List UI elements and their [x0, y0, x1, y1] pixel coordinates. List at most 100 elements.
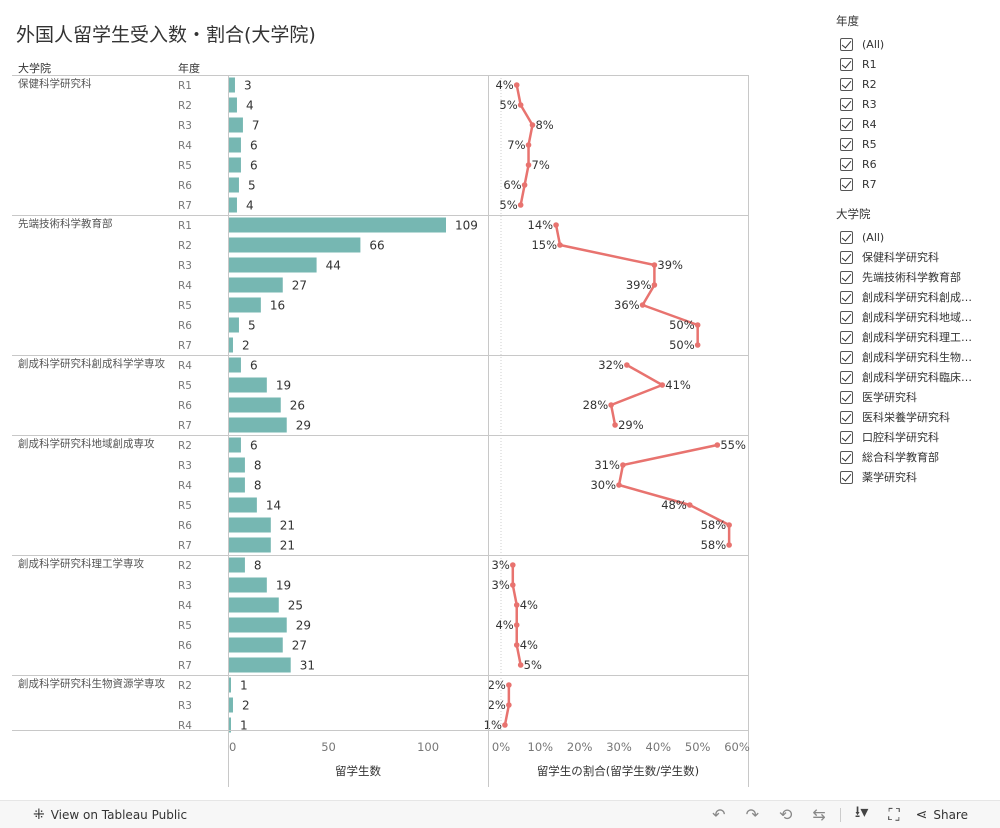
- year-label: R3: [178, 580, 192, 592]
- count-bar: [229, 537, 271, 553]
- year-filter-option[interactable]: R1: [836, 54, 884, 74]
- checkbox-checked-icon[interactable]: [840, 230, 853, 244]
- ratio-label: 7%: [532, 158, 550, 172]
- ratio-label: 30%: [590, 478, 616, 492]
- year-filter-option[interactable]: R7: [836, 174, 884, 194]
- download-icon[interactable]: ⭳▾: [854, 802, 869, 821]
- year-label: R7: [178, 660, 192, 672]
- school-filter-option[interactable]: 先端技術科学教育部: [836, 267, 972, 287]
- checkbox-checked-icon[interactable]: [840, 390, 853, 404]
- ratio-label: 14%: [528, 218, 554, 232]
- ratio-label: 4%: [495, 78, 513, 92]
- group-label: 創成科学研究科理工学専攻: [18, 557, 144, 570]
- school-filter-option[interactable]: (All): [836, 227, 972, 247]
- year-label: R2: [178, 240, 192, 252]
- school-filter-option-label: 薬学研究科: [862, 471, 917, 484]
- year-filter-option[interactable]: R5: [836, 134, 884, 154]
- ratio-line: [617, 443, 731, 545]
- checkbox-checked-icon[interactable]: [840, 370, 853, 384]
- count-bar: [229, 317, 239, 333]
- redo-icon[interactable]: ↷: [745, 805, 759, 824]
- checkbox-checked-icon[interactable]: [840, 177, 853, 191]
- refresh-icon[interactable]: ⇆: [812, 805, 826, 824]
- count-bar: [229, 177, 239, 193]
- ratio-label: 5%: [524, 658, 542, 672]
- school-filter-option[interactable]: 創成科学研究科創成…: [836, 287, 972, 307]
- ratio-label: 28%: [583, 398, 609, 412]
- checkbox-checked-icon[interactable]: [840, 350, 853, 364]
- school-filter-option[interactable]: 創成科学研究科理工…: [836, 327, 972, 347]
- checkbox-checked-icon[interactable]: [840, 470, 853, 484]
- checkbox-checked-icon[interactable]: [840, 77, 853, 91]
- count-label: 31: [300, 659, 315, 673]
- chart-area: 保健科学研究科 R1 3 R2 4 R3 7 R4 6 R5 6 R6 5 R7 4 4% 5% 8% 7% 7% 6%…: [12, 75, 750, 787]
- checkbox-checked-icon[interactable]: [840, 157, 853, 171]
- ratio-tick-label: 30%: [606, 740, 632, 754]
- checkbox-checked-icon[interactable]: [840, 410, 853, 424]
- school-filter-option[interactable]: 口腔科学研究科: [836, 427, 972, 447]
- checkbox-checked-icon[interactable]: [840, 270, 853, 284]
- ratio-label: 32%: [598, 358, 624, 372]
- school-filter-option[interactable]: 医学研究科: [836, 387, 972, 407]
- count-bar: [229, 697, 233, 713]
- year-filter-option[interactable]: R3: [836, 94, 884, 114]
- ratio-point: [521, 182, 528, 188]
- year-filter-option[interactable]: R4: [836, 114, 884, 134]
- year-label: R6: [178, 400, 192, 412]
- count-axis-title: 留学生数: [335, 764, 381, 778]
- ratio-label: 2%: [488, 698, 506, 712]
- ratio-point: [726, 522, 732, 528]
- count-label: 6: [250, 359, 258, 373]
- year-filter-title: 年度: [836, 14, 859, 28]
- ratio-point: [624, 362, 630, 368]
- checkbox-checked-icon[interactable]: [840, 57, 853, 71]
- school-filter-option[interactable]: 薬学研究科: [836, 467, 972, 487]
- checkbox-checked-icon[interactable]: [840, 37, 853, 51]
- view-on-tableau-label: View on Tableau Public: [50, 807, 188, 822]
- ratio-label: 15%: [531, 238, 557, 252]
- column-header-year: 年度: [178, 62, 200, 75]
- count-label: 14: [266, 499, 281, 513]
- count-bar: [229, 597, 279, 613]
- count-label: 21: [280, 519, 295, 533]
- year-filter-option[interactable]: R2: [836, 74, 884, 94]
- ratio-label: 50%: [669, 318, 695, 332]
- checkbox-checked-icon[interactable]: [840, 330, 853, 344]
- checkbox-checked-icon[interactable]: [840, 310, 853, 324]
- revert-icon[interactable]: ⟲: [778, 805, 793, 824]
- school-filter-option[interactable]: 保健科学研究科: [836, 247, 972, 267]
- ratio-tick-label: 60%: [724, 740, 750, 754]
- school-filter-option[interactable]: 創成科学研究科生物…: [836, 347, 972, 367]
- year-label: R4: [178, 140, 192, 152]
- ratio-point: [513, 642, 520, 648]
- ratio-tick-label: 10%: [528, 740, 554, 754]
- count-label: 5: [248, 319, 256, 333]
- view-on-tableau-public-link[interactable]: ⁜ View on Tableau Public: [33, 807, 187, 823]
- checkbox-checked-icon[interactable]: [840, 430, 853, 444]
- ratio-label: 58%: [701, 518, 727, 532]
- checkbox-checked-icon[interactable]: [840, 117, 853, 131]
- year-filter-option[interactable]: (All): [836, 34, 884, 54]
- checkbox-checked-icon[interactable]: [840, 290, 853, 304]
- ratio-tick-label: 0%: [492, 740, 510, 754]
- checkbox-checked-icon[interactable]: [840, 137, 853, 151]
- checkbox-checked-icon[interactable]: [840, 97, 853, 111]
- share-button[interactable]: ⋖ Share: [916, 807, 968, 823]
- school-filter-option-label: 保健科学研究科: [862, 251, 939, 264]
- year-filter: 年度 (All) R1 R2 R3 R4 R5 R6 R7: [836, 13, 884, 194]
- count-label: 1: [240, 679, 248, 693]
- ratio-tick-label: 20%: [567, 740, 593, 754]
- school-filter-option[interactable]: 創成科学研究科地域…: [836, 307, 972, 327]
- school-filter-option[interactable]: 医科栄養学研究科: [836, 407, 972, 427]
- school-filter-option[interactable]: 創成科学研究科臨床…: [836, 367, 972, 387]
- year-filter-option[interactable]: R6: [836, 154, 884, 174]
- checkbox-checked-icon[interactable]: [840, 250, 853, 264]
- count-label: 5: [248, 179, 256, 193]
- checkbox-checked-icon[interactable]: [840, 450, 853, 464]
- toolbar-divider: [839, 807, 841, 822]
- count-label: 2: [242, 699, 250, 713]
- undo-icon[interactable]: ↶: [712, 805, 726, 824]
- school-filter-option[interactable]: 総合科学教育部: [836, 447, 972, 467]
- ratio-label: 55%: [720, 438, 746, 452]
- fullscreen-icon[interactable]: ⛶: [888, 804, 900, 824]
